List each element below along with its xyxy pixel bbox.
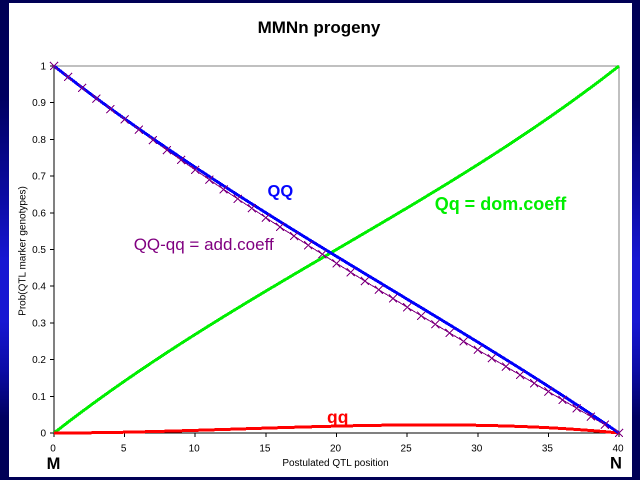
svg-text:5: 5 [121,444,127,455]
svg-text:M: M [47,455,61,473]
svg-text:MMNn progeny: MMNn progeny [258,18,381,37]
svg-text:0.6: 0.6 [32,208,46,219]
svg-text:QQ: QQ [268,183,294,201]
svg-text:0.1: 0.1 [32,392,46,403]
svg-text:0.5: 0.5 [32,245,46,256]
svg-text:0.8: 0.8 [32,135,46,146]
svg-text:0: 0 [50,444,56,455]
svg-text:QQ-qq = add.coeff: QQ-qq = add.coeff [134,235,274,254]
svg-text:15: 15 [259,444,271,455]
svg-text:0.4: 0.4 [32,282,46,293]
svg-text:Qq = dom.coeff: Qq = dom.coeff [435,194,568,214]
svg-text:10: 10 [189,444,201,455]
svg-text:0.3: 0.3 [32,318,46,329]
svg-text:30: 30 [471,444,483,455]
svg-text:Prob(QTL marker genotypes): Prob(QTL marker genotypes) [18,186,29,316]
svg-text:0: 0 [40,429,46,440]
svg-text:25: 25 [401,444,413,455]
svg-text:0.9: 0.9 [32,98,46,109]
svg-text:N: N [610,455,622,473]
svg-text:1: 1 [40,62,46,73]
svg-text:0.2: 0.2 [32,355,46,366]
svg-text:35: 35 [542,444,554,455]
svg-text:0.7: 0.7 [32,172,46,183]
svg-text:40: 40 [612,444,624,455]
svg-text:qq: qq [327,407,348,427]
svg-text:20: 20 [330,444,342,455]
svg-text:Postulated QTL position: Postulated QTL position [282,458,388,469]
